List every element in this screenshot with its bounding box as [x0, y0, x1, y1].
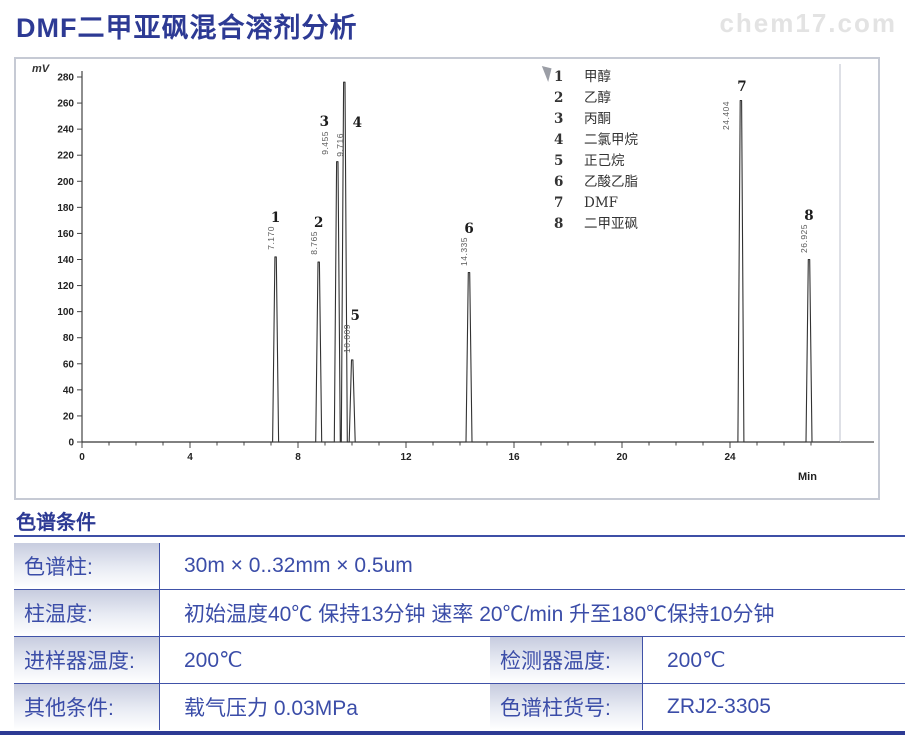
y-tick-label: 20 — [63, 411, 75, 422]
y-tick-label: 240 — [57, 125, 74, 136]
y-tick-label: 40 — [63, 385, 75, 396]
conditions-underline — [14, 535, 905, 537]
cond-value-column: 初始温度40℃ 保持13分钟 速率 20℃/min 升至180℃保持10分钟 — [184, 603, 775, 626]
legend-item-label: DMF — [584, 195, 619, 211]
peak-number-label: 8 — [804, 207, 814, 224]
cond-label-column: 柱温度: — [14, 590, 160, 636]
peak-retention-time: 9.716 — [335, 133, 346, 157]
table-row: 柱温度: 初始温度40℃ 保持13分钟 速率 20℃/min 升至180℃保持1… — [14, 590, 905, 637]
legend-item-number: 4 — [554, 132, 564, 148]
peak-number-label: 7 — [737, 79, 747, 95]
table-row: 其他条件: 载气压力 0.03MPa 色谱柱货号: ZRJ2-3305 — [14, 684, 905, 730]
peak-number-label: 6 — [464, 220, 474, 237]
page-bottom-rule — [0, 731, 905, 735]
chromatogram-frame: 0 20 40 60 80 100 120 140 160 180 200 220 240 260 280 0… — [14, 57, 880, 500]
chromatogram-trace — [82, 81, 840, 443]
y-tick-label: 80 — [63, 333, 75, 344]
legend-item-number: 2 — [554, 90, 564, 106]
cond-value-column: 30m × 0..32mm × 0.5um — [184, 554, 413, 577]
peak-number-label: 3 — [319, 114, 329, 130]
peak-number-label: 5 — [350, 308, 360, 325]
x-tick-label: 8 — [295, 452, 301, 463]
legend-item: 5 正己烷 — [554, 151, 638, 172]
legend-item-number: 3 — [554, 111, 564, 127]
chromatogram-canvas: 0204060801001201401601802002202402602800… — [57, 64, 874, 463]
x-axis-unit-label: Min — [798, 471, 817, 483]
y-axis-unit-label: mV — [32, 63, 50, 75]
legend-item: 8 二甲亚砜 — [554, 214, 638, 235]
conditions-section-title: 色谱条件 — [16, 512, 96, 534]
y-tick-label: 280 — [57, 72, 74, 83]
y-tick-label: 120 — [57, 281, 74, 292]
cond-label-column: 色谱柱: — [14, 543, 160, 589]
peak-retention-time: 14.335 — [459, 236, 470, 266]
cond-label-column: 检测器温度: — [490, 637, 643, 683]
legend-item-label: 二氯甲烷 — [584, 132, 638, 148]
x-tick-label: 12 — [400, 452, 412, 463]
table-row: 色谱柱: 30m × 0..32mm × 0.5um — [14, 543, 905, 590]
peak-retention-time: 8.765 — [308, 231, 319, 255]
peak-number-label: 4 — [352, 115, 363, 131]
peak-number-label: 1 — [270, 209, 281, 226]
y-tick-label: 0 — [68, 438, 74, 449]
peak-retention-time: 7.170 — [265, 225, 276, 250]
peak-number-label: 2 — [313, 215, 324, 232]
cond-label-column: 进样器温度: — [14, 637, 160, 683]
y-tick-label: 100 — [57, 307, 74, 318]
watermark: chem17.com — [719, 8, 897, 38]
legend-item-label: 二甲亚砜 — [584, 216, 638, 232]
y-tick-label: 220 — [57, 151, 74, 162]
conditions-table: 色谱柱: 30m × 0..32mm × 0.5um 柱温度: 初始温度40℃ … — [14, 543, 905, 730]
peak-retention-time: 9.455 — [320, 131, 331, 155]
peak-retention-time: 24.404 — [720, 101, 731, 130]
legend-item-label: 甲醇 — [584, 69, 611, 85]
y-tick-label: 260 — [57, 99, 74, 110]
peak-retention-time: 10.009 — [342, 324, 353, 354]
legend-item: 2 乙醇 — [554, 88, 638, 109]
y-tick-label: 160 — [57, 229, 74, 240]
legend-item: 6 乙酸乙脂 — [554, 172, 638, 193]
x-tick-label: 16 — [508, 452, 520, 463]
x-tick-label: 24 — [724, 452, 736, 463]
legend-item: 7 DMF — [554, 193, 638, 214]
legend-item-number: 1 — [554, 69, 564, 85]
page-title: DMF二甲亚砜混合溶剂分析 — [16, 13, 358, 43]
legend-item-number: 7 — [554, 195, 564, 211]
y-tick-label: 60 — [63, 359, 75, 370]
cond-value-column: 载气压力 0.03MPa — [184, 697, 358, 720]
y-tick-label: 200 — [57, 177, 74, 188]
cond-label-column: 色谱柱货号: — [490, 684, 643, 730]
legend-item-number: 5 — [554, 153, 564, 169]
legend-item-label: 乙酸乙脂 — [584, 174, 638, 190]
cond-value-column: 200℃ — [184, 648, 243, 672]
legend-item: 1 甲醇 — [554, 67, 638, 88]
legend-item: 3 丙酮 — [554, 109, 638, 130]
legend-item-label: 乙醇 — [584, 90, 611, 106]
x-tick-label: 0 — [79, 452, 85, 463]
y-tick-label: 140 — [57, 255, 74, 266]
table-row: 进样器温度: 200℃ 检测器温度: 200℃ — [14, 637, 905, 684]
x-tick-label: 20 — [616, 452, 628, 463]
legend-item-label: 丙酮 — [584, 111, 611, 127]
legend-item-number: 6 — [554, 174, 564, 190]
peak-retention-time: 26.925 — [798, 223, 809, 253]
legend-item: 4 二氯甲烷 — [554, 130, 638, 151]
legend-item-number: 8 — [554, 216, 564, 232]
cond-label-column: 其他条件: — [14, 684, 160, 730]
x-tick-label: 4 — [187, 452, 193, 463]
cond-value-column: ZRJ2-3305 — [667, 695, 771, 718]
peak-legend: 1 甲醇 2 乙醇 3 丙酮 4 二氯甲烷 5 正己烷 6 乙酸乙脂 7 DMF 8 二甲亚砜 — [554, 67, 638, 235]
y-tick-label: 180 — [57, 203, 74, 214]
legend-item-label: 正己烷 — [584, 153, 625, 169]
cond-value-column: 200℃ — [667, 648, 726, 672]
